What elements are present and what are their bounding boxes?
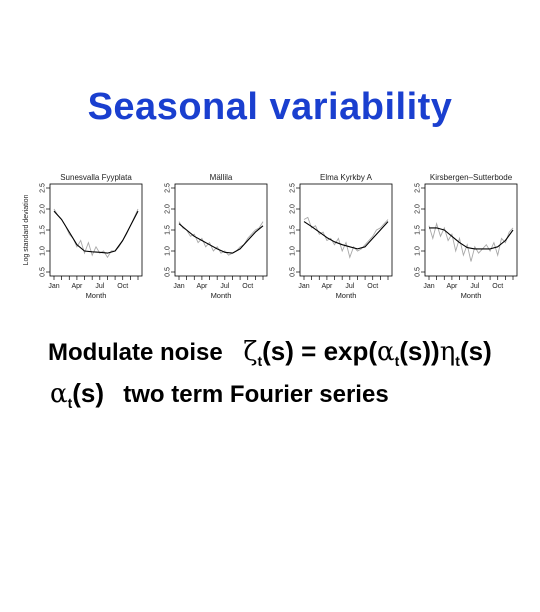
fitted-series-line: [178, 223, 264, 254]
alpha-term-subscript: t: [67, 395, 73, 412]
y-axis-label: Log standard deviation: [23, 194, 30, 265]
x-axis-label: Month: [336, 291, 357, 300]
y-tick-label: 1.0: [290, 246, 297, 256]
zeta-subscript: t: [257, 353, 263, 370]
raw-series-line: [303, 216, 389, 259]
raw-series-line: [53, 208, 139, 259]
x-tick-label: Jul: [345, 283, 354, 290]
x-axis-label: Month: [211, 291, 232, 300]
eta-subscript: t: [455, 353, 460, 370]
zeta-symbol: ζ: [243, 337, 258, 367]
y-tick-label: 2.5: [415, 183, 422, 193]
exp-open: exp(: [323, 336, 378, 366]
y-tick-label: 0.5: [40, 267, 47, 277]
y-tick-label: 0.5: [290, 267, 297, 277]
alpha-symbol: α: [377, 337, 395, 367]
alpha-subscript: t: [394, 353, 400, 370]
x-tick-label: Jul: [470, 283, 479, 290]
y-tick-label: 1.5: [290, 225, 297, 235]
zeta-argument: (s): [262, 336, 294, 366]
y-tick-label: 1.5: [40, 225, 47, 235]
alpha-term-symbol: α: [50, 379, 68, 409]
x-tick-label: Apr: [71, 283, 83, 290]
y-tick-label: 2.5: [40, 183, 47, 193]
x-tick-label: Oct: [117, 283, 128, 290]
y-tick-label: 0.5: [415, 267, 422, 277]
x-tick-label: Apr: [321, 283, 333, 290]
equals-sign: =: [301, 336, 317, 366]
y-tick-label: 2.0: [415, 204, 422, 214]
plot-frame: [174, 183, 268, 277]
noise-equation: ζt(s) = exp(αt(s))ηt(s): [243, 336, 492, 370]
y-tick-label: 1.0: [165, 246, 172, 256]
fitted-series-line: [53, 210, 139, 254]
x-tick-label: Jan: [173, 283, 184, 290]
x-tick-label: Jul: [95, 283, 104, 290]
x-tick-label: Oct: [492, 283, 503, 290]
eta-argument: (s): [459, 336, 492, 366]
x-tick-label: Apr: [196, 283, 208, 290]
x-axis-label: Month: [461, 291, 482, 300]
raw-series-line: [428, 222, 514, 262]
fourier-label: two term Fourier series: [123, 381, 389, 408]
x-tick-label: Jan: [48, 283, 59, 290]
panel-title: Mällila: [210, 173, 233, 182]
panel-title: Sunesvalla Fyyplata: [60, 173, 132, 182]
y-tick-label: 2.5: [165, 183, 172, 193]
y-tick-label: 2.0: [40, 204, 47, 214]
alpha-argument: (s)): [399, 336, 440, 366]
slide-title: Seasonal variability: [87, 86, 453, 128]
eta-symbol: η: [439, 337, 456, 367]
alpha-term-argument: (s): [72, 378, 105, 408]
y-tick-label: 2.0: [290, 204, 297, 214]
fitted-series-line: [303, 221, 389, 250]
y-tick-label: 1.5: [415, 225, 422, 235]
y-tick-label: 2.5: [290, 183, 297, 193]
plot-frame: [299, 183, 393, 277]
x-tick-label: Oct: [367, 283, 378, 290]
x-tick-label: Jan: [298, 283, 309, 290]
y-tick-label: 1.0: [40, 246, 47, 256]
y-tick-label: 0.5: [165, 267, 172, 277]
x-tick-label: Oct: [242, 283, 253, 290]
modulate-noise-label: Modulate noise: [48, 339, 223, 366]
y-tick-label: 1.0: [415, 246, 422, 256]
fitted-series-line: [429, 227, 514, 250]
y-tick-label: 1.5: [165, 225, 172, 235]
x-tick-label: Jan: [423, 283, 434, 290]
chart-panel: Sunesvalla Fyyplata 0.5 1.0 1.5 2.0 2.5 Jan Apr…: [23, 173, 518, 300]
panel-title: Elma Kyrkby A: [320, 173, 373, 182]
x-tick-label: Jul: [220, 283, 229, 290]
alpha-term: αt(s): [50, 378, 111, 412]
panel-title: Kirsbergen–Sutterbode: [430, 173, 513, 182]
y-tick-label: 2.0: [165, 204, 172, 214]
x-tick-label: Apr: [446, 283, 458, 290]
modulate-noise-line: Modulate noise ζt(s) = exp(αt(s))ηt(s): [48, 336, 492, 369]
x-axis-label: Month: [86, 291, 107, 300]
fourier-line: αt(s) two term Fourier series: [50, 378, 389, 411]
